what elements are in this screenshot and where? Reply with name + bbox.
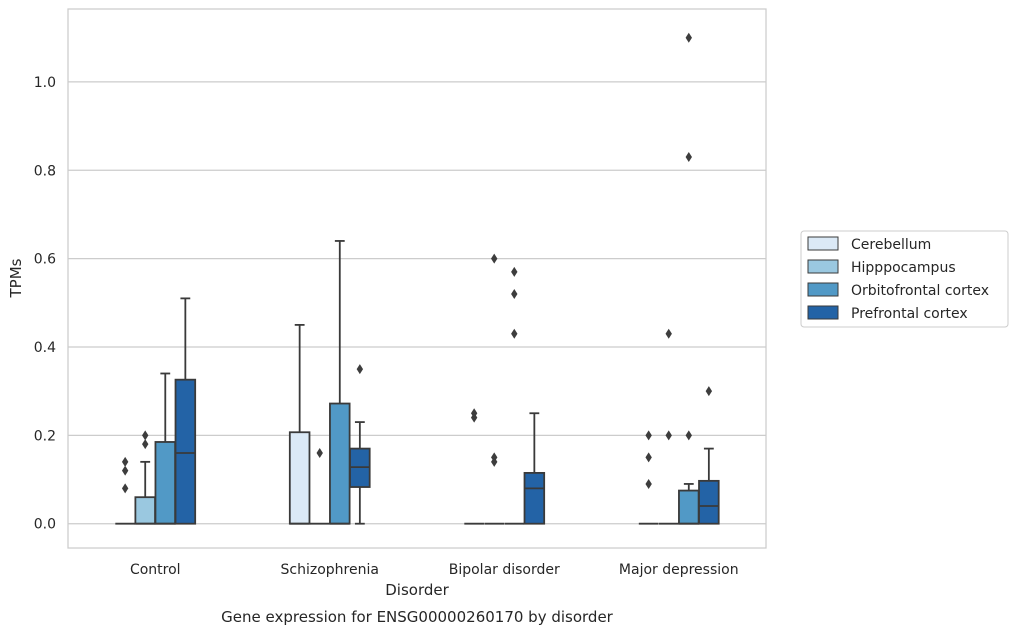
outlier-point <box>491 452 498 463</box>
outlier-point <box>645 478 652 489</box>
box-0-0 <box>115 456 135 525</box>
iqr-box <box>288 431 311 525</box>
outlier-point <box>121 456 129 467</box>
legend-label: Prefrontal cortex <box>851 306 968 322</box>
outlier-point <box>645 452 652 463</box>
iqr-box <box>523 471 546 525</box>
iqr-box <box>154 441 177 525</box>
x-axis-title: Disorder <box>385 581 449 599</box>
outlier-point <box>511 288 518 299</box>
box-2-0 <box>154 372 177 525</box>
outlier-point <box>511 266 518 277</box>
box-3-2 <box>523 412 546 525</box>
legend: Cerebellum Hipppocampus Orbitofrontal cort… <box>800 230 1009 328</box>
legend-label: Cerebellum <box>851 237 931 253</box>
outlier-point <box>316 448 323 459</box>
outlier-point <box>645 430 652 441</box>
box-0-2 <box>464 408 484 525</box>
boxes <box>115 32 720 525</box>
outlier-point <box>142 430 149 441</box>
legend-swatch <box>807 305 839 320</box>
outlier-point <box>511 328 518 339</box>
outlier-point <box>685 32 692 43</box>
x-tick-label: Schizophrenia <box>281 562 379 578</box>
y-tick-labels: 0.0 0.2 0.4 0.6 0.8 1.0 <box>34 75 56 533</box>
y-tick-label: 0.4 <box>34 340 56 356</box>
legend-label: Hipppocampus <box>851 260 956 276</box>
box-0-3 <box>638 430 659 525</box>
plot-frame <box>67 8 767 549</box>
y-axis-title: TPMs <box>7 258 25 298</box>
outlier-point <box>665 328 672 339</box>
box-3-1 <box>349 364 371 525</box>
outlier-point <box>121 483 129 494</box>
outlier-point <box>356 364 364 375</box>
box-1-2 <box>484 253 505 525</box>
y-tick-label: 0.6 <box>34 252 56 268</box>
outlier-point <box>491 253 498 264</box>
outlier-point <box>142 439 149 450</box>
y-tick-label: 0.0 <box>34 517 56 533</box>
x-tick-label: Bipolar disorder <box>449 562 560 578</box>
box-3-3 <box>698 386 720 525</box>
box-2-3 <box>678 32 700 525</box>
iqr-box <box>678 489 700 525</box>
box-2-1 <box>329 240 351 525</box>
iqr-box <box>329 402 351 525</box>
outlier-point <box>665 430 672 441</box>
iqr-box <box>134 496 156 525</box>
outlier-point <box>121 465 129 476</box>
iqr-box <box>698 479 720 525</box>
outlier-point <box>685 152 692 163</box>
legend-swatch <box>807 259 839 274</box>
y-tick-label: 0.8 <box>34 163 56 179</box>
x-tick-labels: Control Schizophrenia Bipolar disorder Majo… <box>130 562 739 578</box>
x-tick-label: Major depression <box>619 562 739 578</box>
iqr-box <box>174 378 197 525</box>
legend-label: Orbitofrontal cortex <box>851 283 989 299</box>
y-tick-label: 0.2 <box>34 428 56 444</box>
box-1-3 <box>658 328 679 525</box>
chart-caption: Gene expression for ENSG00000260170 by d… <box>221 608 614 626</box>
legend-swatch <box>807 236 839 251</box>
legend-frame <box>800 230 1009 328</box>
box-2-2 <box>504 266 525 525</box>
outlier-point <box>705 386 713 397</box>
legend-swatch <box>807 282 839 297</box>
box-1-0 <box>134 430 156 525</box>
box-3-0 <box>174 297 197 525</box>
outlier-point <box>470 408 478 419</box>
x-tick-label: Control <box>130 562 181 578</box>
box-1-1 <box>309 448 330 525</box>
box-0-1 <box>288 323 311 525</box>
outlier-point <box>685 430 692 441</box>
y-tick-label: 1.0 <box>34 75 56 91</box>
